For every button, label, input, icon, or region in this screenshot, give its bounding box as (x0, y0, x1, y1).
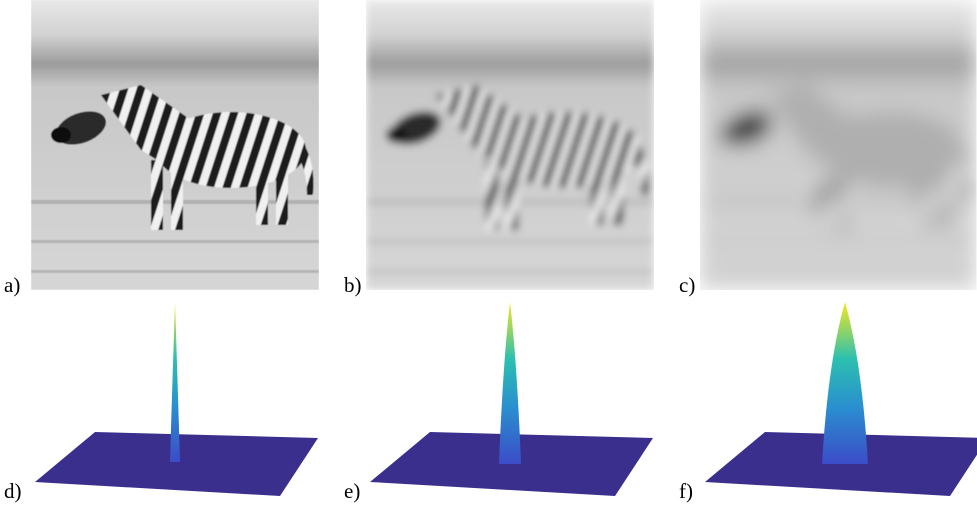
kernel-e (370, 302, 653, 496)
panel-label: b) (344, 273, 362, 297)
panel-label: e) (344, 479, 360, 503)
panel-label: c) (679, 273, 695, 297)
image-b (366, 0, 654, 290)
image-a (31, 0, 319, 290)
panel-label: d) (4, 479, 22, 503)
panel-label: f) (679, 479, 693, 503)
panel-label: a) (4, 273, 20, 297)
kernel-f (705, 302, 977, 496)
image-c (700, 0, 976, 290)
figure: a) b) c) d) e) f) (0, 0, 977, 506)
kernel-d (35, 302, 318, 496)
